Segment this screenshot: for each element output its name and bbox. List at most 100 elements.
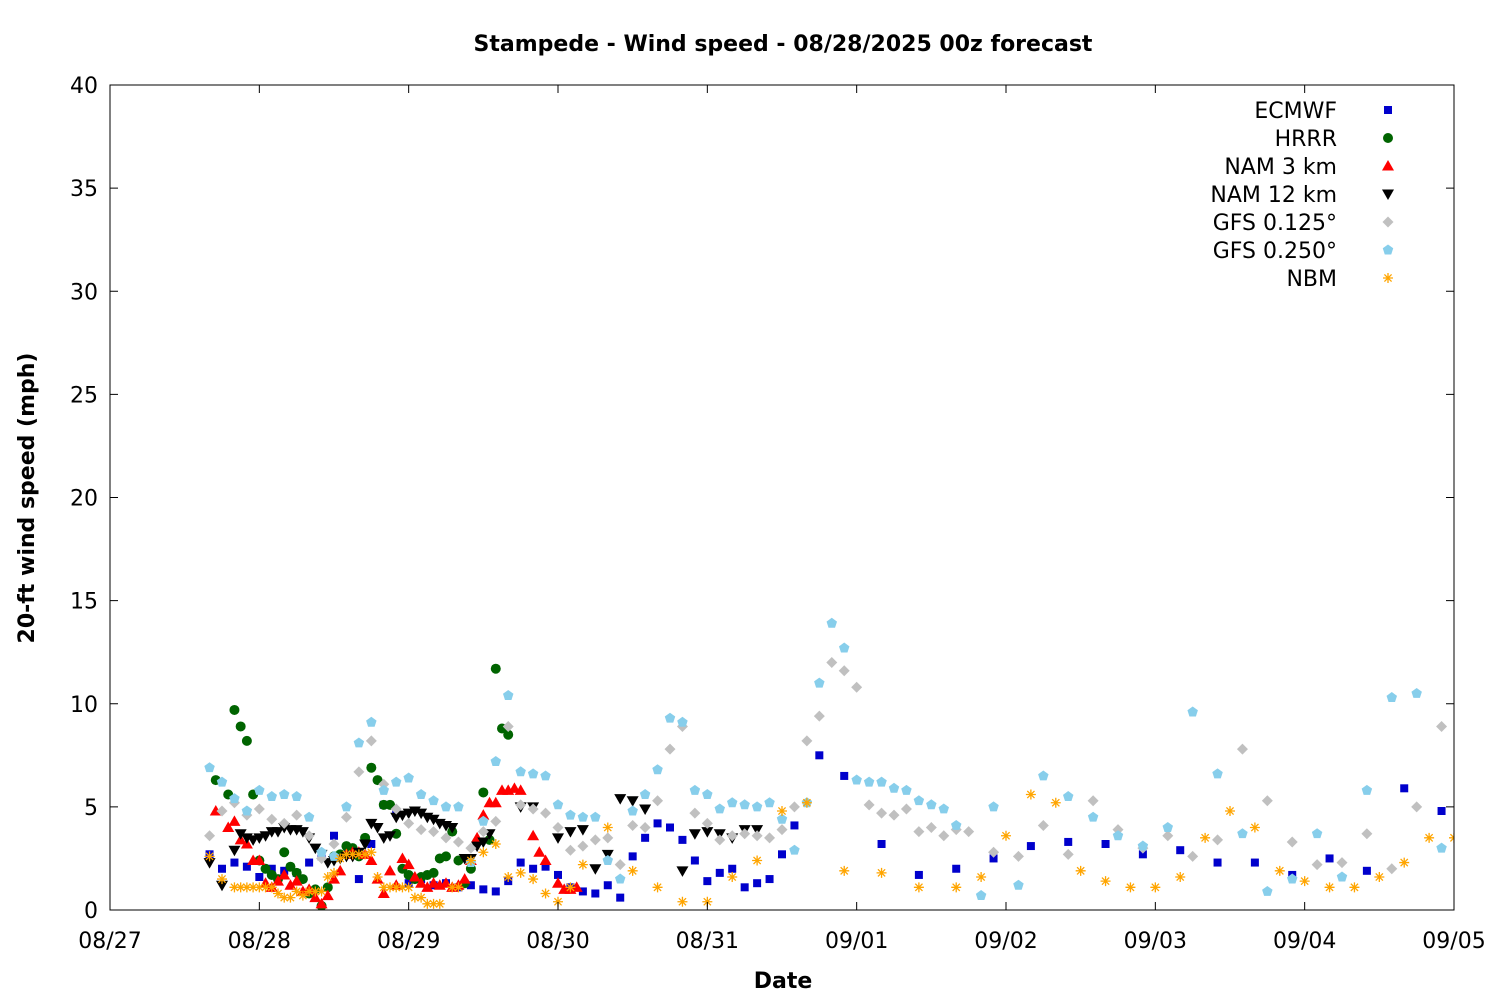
data-point [989,854,998,863]
data-point [876,776,887,787]
data-point [570,881,583,892]
data-point [1187,850,1199,862]
legend-label: ECMWF [1254,99,1337,124]
data-point [321,889,334,901]
data-point [434,898,445,909]
data-point [316,846,327,857]
data-point [1062,848,1074,860]
data-point [1087,811,1099,822]
data-point [466,881,475,890]
data-point [241,882,252,893]
data-point [739,799,750,810]
data-point [901,784,912,795]
data-point [876,867,887,878]
data-point [428,898,439,909]
data-point [702,789,713,799]
data-point [328,838,340,850]
data-point [218,864,226,873]
data-point [677,896,688,907]
data-point [229,882,240,893]
data-point [502,720,514,732]
data-point [539,854,552,865]
data-point [402,858,415,870]
data-point [253,854,266,865]
data-point [502,690,514,700]
data-point [390,803,402,815]
x-tick-label: 08/31 [676,929,739,954]
data-point [639,804,652,815]
data-point [888,809,900,821]
y-tick-label: 35 [70,177,98,202]
y-axis-label: 20-ft wind speed (mph) [15,353,40,644]
data-point [234,829,247,840]
y-tick-label: 10 [70,693,98,718]
data-point [553,896,563,907]
data-point [490,839,501,849]
data-point [851,774,862,785]
data-points [203,617,1454,910]
x-tick-label: 08/27 [78,929,141,954]
data-point [778,850,786,859]
data-point [589,864,602,875]
data-point [391,828,402,839]
data-point [540,807,552,819]
data-point [441,851,451,862]
data-point [279,847,290,858]
data-point [739,828,751,840]
data-point [529,864,538,873]
axis-ticks: 0 5 10 15 20 25 30 35 40 08/27 08/28 08/29 08/30 08/3… [70,74,1486,954]
data-point [627,805,638,816]
data-point [329,867,339,878]
y-tick-label: 5 [84,796,98,821]
data-point [396,852,409,863]
data-point [988,846,1000,858]
data-point [1236,743,1248,755]
data-point [266,813,278,825]
data-point [789,844,800,855]
data-point [727,872,738,882]
data-point [471,841,484,853]
data-point [1411,687,1422,698]
data-point [1424,832,1435,843]
data-point [1436,720,1448,732]
data-point [322,882,333,893]
data-point [446,823,459,834]
data-point [1386,863,1398,875]
data-point [900,803,912,815]
data-point [840,771,849,780]
data-point [1336,871,1348,882]
y-tick-label: 30 [70,280,98,305]
data-point [491,887,500,896]
data-point [1100,876,1111,887]
data-point [838,642,850,653]
data-point [366,716,377,727]
data-point [1176,846,1185,855]
data-point [365,854,378,865]
data-point [1237,828,1248,839]
data-point [826,617,838,628]
data-point [952,864,961,873]
data-point [415,808,428,820]
data-point [490,663,501,674]
data-point [1138,850,1147,859]
data-point [204,762,215,773]
data-point [290,875,303,886]
data-point [1336,857,1348,869]
data-point [254,784,265,795]
data-point [1400,784,1409,793]
data-point [378,882,389,893]
legend-marker [1382,216,1394,228]
data-point [1213,858,1222,867]
data-point [408,871,421,882]
data-point [627,865,638,876]
data-point [465,842,477,854]
data-point [1037,819,1049,831]
data-point [415,877,428,888]
data-point [764,797,775,808]
data-point [913,882,924,893]
data-point [702,896,713,907]
data-point [678,835,687,844]
data-point [577,811,589,822]
data-point [203,858,216,869]
data-point [266,791,278,802]
